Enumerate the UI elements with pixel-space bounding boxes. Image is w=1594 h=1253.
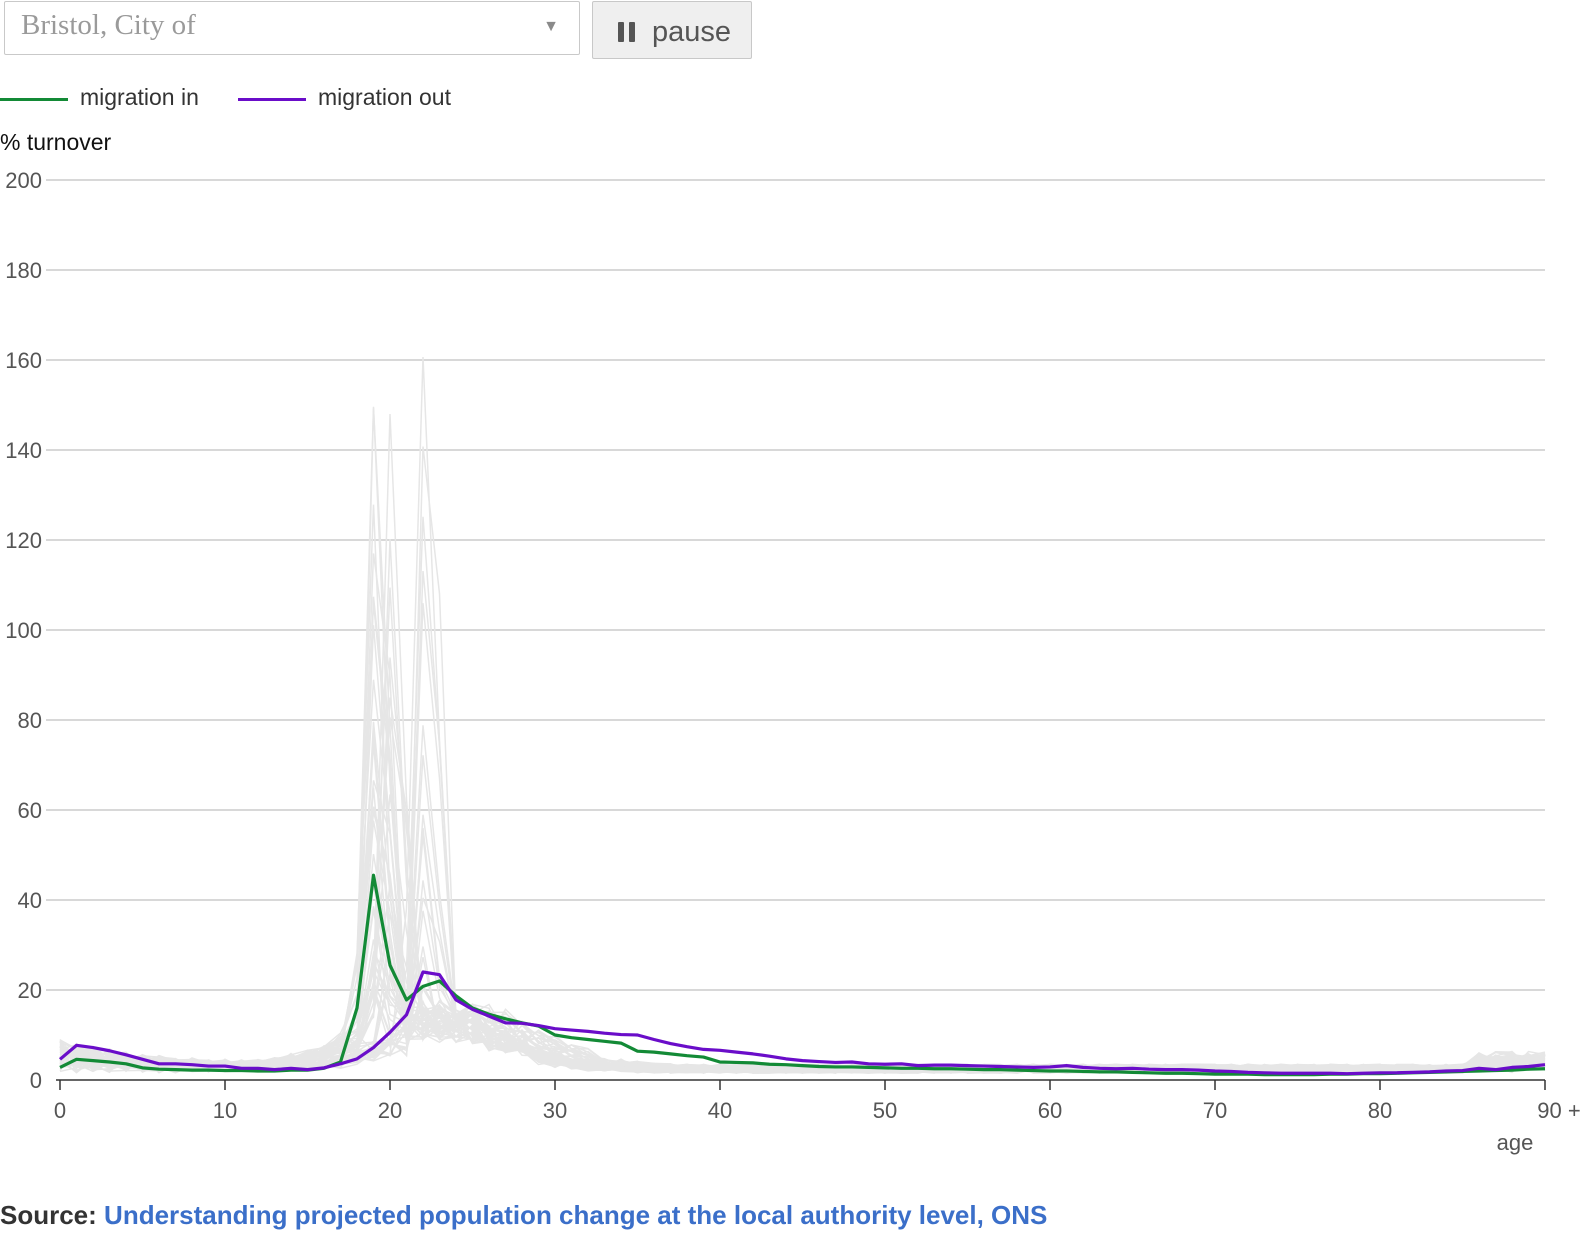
area-select-value: Bristol, City of bbox=[21, 9, 196, 41]
background-series-line bbox=[59, 732, 1546, 1075]
x-tick-label: 0 bbox=[54, 1098, 66, 1123]
background-series-line bbox=[59, 878, 1546, 1075]
background-series-line bbox=[59, 743, 1546, 1074]
background-series-line bbox=[59, 956, 1546, 1074]
x-tick-label: 60 bbox=[1038, 1098, 1062, 1123]
x-tick-label: 90 + bbox=[1537, 1098, 1580, 1123]
background-series-line bbox=[59, 787, 1546, 1074]
source-prefix: Source: bbox=[0, 1200, 97, 1230]
y-axis-title: % turnover bbox=[0, 129, 112, 155]
series-line-migration-out bbox=[58, 970, 1546, 1076]
background-series-line bbox=[59, 679, 1546, 1074]
background-series-line bbox=[59, 827, 1546, 1074]
x-tick-label: 80 bbox=[1368, 1098, 1392, 1123]
y-tick-label: 60 bbox=[18, 798, 42, 823]
y-tick-label: 0 bbox=[30, 1068, 42, 1093]
background-series-line bbox=[59, 408, 1546, 1074]
background-series-line bbox=[59, 950, 1546, 1074]
background-series-line bbox=[59, 602, 1546, 1074]
background-series-line bbox=[59, 794, 1546, 1074]
pause-button-label: pause bbox=[652, 16, 732, 48]
pause-button[interactable]: pause bbox=[592, 1, 752, 59]
x-tick-label: 30 bbox=[543, 1098, 567, 1123]
legend-label-migration-out: migration out bbox=[318, 84, 451, 110]
y-tick-label: 100 bbox=[5, 618, 42, 643]
background-series-line bbox=[59, 697, 1546, 1074]
source-note: Source: Understanding projected populati… bbox=[0, 1200, 1047, 1231]
background-series-line bbox=[59, 884, 1546, 1074]
background-series-line bbox=[59, 587, 1546, 1074]
background-series-line bbox=[59, 406, 1546, 1074]
legend-label-migration-in: migration in bbox=[80, 84, 199, 110]
legend-swatch-migration-in bbox=[0, 98, 68, 101]
background-series-line bbox=[59, 883, 1546, 1074]
x-tick-label: 70 bbox=[1203, 1098, 1227, 1123]
legend-swatch-migration-out bbox=[238, 98, 306, 101]
pause-icon bbox=[618, 22, 635, 42]
background-series-line bbox=[59, 811, 1546, 1074]
background-series-line bbox=[59, 933, 1546, 1074]
background-series-line bbox=[59, 854, 1546, 1074]
y-tick-label: 20 bbox=[18, 978, 42, 1003]
x-tick-label: 50 bbox=[873, 1098, 897, 1123]
background-series-line bbox=[59, 943, 1546, 1074]
background-series-line bbox=[59, 625, 1546, 1074]
x-tick-label: 20 bbox=[378, 1098, 402, 1123]
background-series-line bbox=[59, 603, 1546, 1074]
background-series-line bbox=[59, 910, 1546, 1074]
y-tick-label: 200 bbox=[5, 168, 42, 193]
background-series-line bbox=[59, 755, 1546, 1074]
background-series-line bbox=[59, 986, 1546, 1074]
y-tick-label: 80 bbox=[18, 708, 42, 733]
background-series-line bbox=[59, 835, 1546, 1074]
source-link[interactable]: Understanding projected population chang… bbox=[104, 1200, 1048, 1230]
y-tick-label: 140 bbox=[5, 438, 42, 463]
background-series-line bbox=[59, 357, 1546, 1074]
y-tick-label: 40 bbox=[18, 888, 42, 913]
background-series-line bbox=[59, 780, 1546, 1074]
background-series-line bbox=[59, 596, 1546, 1075]
background-series-line bbox=[59, 571, 1546, 1074]
x-axis-title: age bbox=[1497, 1130, 1534, 1155]
background-series-line bbox=[59, 504, 1546, 1074]
background-series-line bbox=[59, 939, 1546, 1074]
series-line-migration-in bbox=[59, 873, 1546, 1077]
background-series-line bbox=[59, 897, 1546, 1074]
background-series-line bbox=[59, 721, 1546, 1074]
background-series-line bbox=[59, 913, 1546, 1074]
background-series-line bbox=[59, 539, 1546, 1074]
background-series-line bbox=[59, 985, 1546, 1074]
background-series-line bbox=[59, 946, 1546, 1074]
background-series-line bbox=[59, 880, 1546, 1074]
y-tick-label: 120 bbox=[5, 528, 42, 553]
y-tick-label: 160 bbox=[5, 348, 42, 373]
line-chart: 0 20 40 60 80 100 120 140 160 180 200 0 10 20 30 40 50 60… bbox=[5, 168, 1580, 1155]
background-series-line bbox=[59, 820, 1546, 1074]
background-series-line bbox=[59, 806, 1546, 1074]
background-series-line bbox=[59, 414, 1546, 1074]
x-tick-label: 40 bbox=[708, 1098, 732, 1123]
background-series-line bbox=[59, 814, 1546, 1074]
background-series-line bbox=[59, 725, 1546, 1074]
area-select[interactable]: Bristol, City of ▼ bbox=[4, 1, 580, 55]
background-series-line bbox=[59, 909, 1546, 1074]
y-tick-label: 180 bbox=[5, 258, 42, 283]
triangle-down-icon: ▼ bbox=[543, 18, 559, 35]
background-series-line bbox=[59, 553, 1546, 1074]
background-series-group bbox=[59, 357, 1546, 1075]
x-tick-label: 10 bbox=[213, 1098, 237, 1123]
background-series-line bbox=[59, 717, 1546, 1074]
